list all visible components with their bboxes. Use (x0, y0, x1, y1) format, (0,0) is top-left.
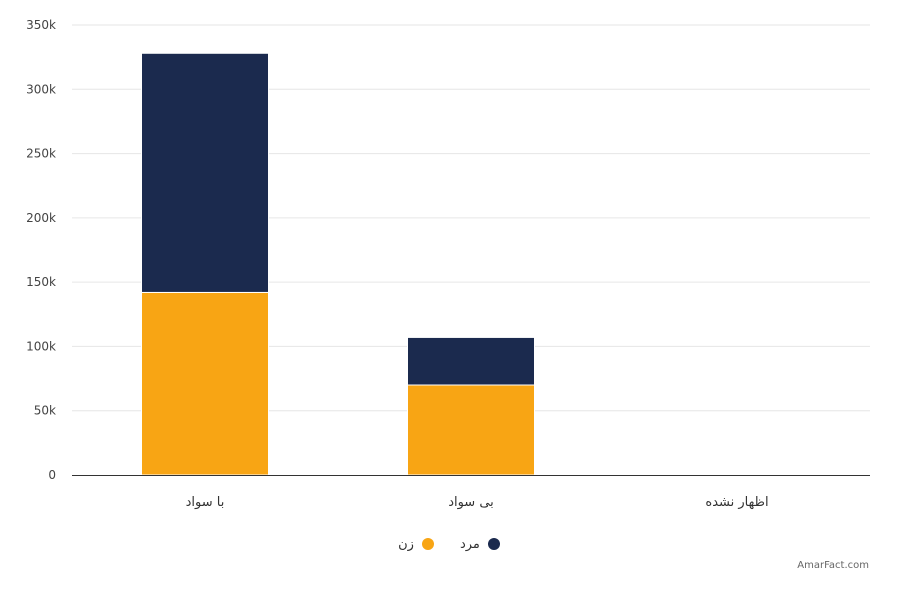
y-axis-ticks: 0 50k 100k 150k 200k 250k 300k 350k (26, 18, 56, 482)
legend-label-women: زن (398, 536, 414, 552)
legend-label-men: مرد (459, 536, 480, 552)
bar-men-0[interactable] (141, 52, 269, 293)
bar-women-0[interactable] (141, 291, 269, 476)
y-tick-label: 300k (26, 82, 56, 96)
x-category-label: با سواد (186, 495, 225, 510)
y-tick-label: 200k (26, 211, 56, 225)
y-tick-label: 0 (48, 468, 56, 482)
source-credit: AmarFact.com (797, 560, 869, 571)
y-tick-label: 100k (26, 339, 56, 353)
x-category-label: اظهار نشده (705, 495, 768, 510)
bar-men-2[interactable] (673, 473, 801, 476)
x-axis-labels: با سواد بی سواد اظهار نشده (186, 495, 769, 510)
y-tick-label: 350k (26, 18, 56, 32)
y-tick-label: 50k (34, 404, 56, 418)
x-category-label: بی سواد (448, 495, 494, 510)
bar-men-1[interactable] (407, 336, 535, 386)
bar-women-1[interactable] (407, 384, 535, 476)
y-tick-label: 250k (26, 147, 56, 161)
legend-item-women[interactable]: زن (398, 537, 434, 552)
bars (141, 52, 801, 476)
legend: مرد زن (0, 534, 898, 554)
legend-marker-men (487, 538, 500, 550)
legend-item-men[interactable]: مرد (460, 537, 500, 552)
y-tick-label: 150k (26, 275, 56, 289)
legend-marker-women (421, 538, 434, 550)
